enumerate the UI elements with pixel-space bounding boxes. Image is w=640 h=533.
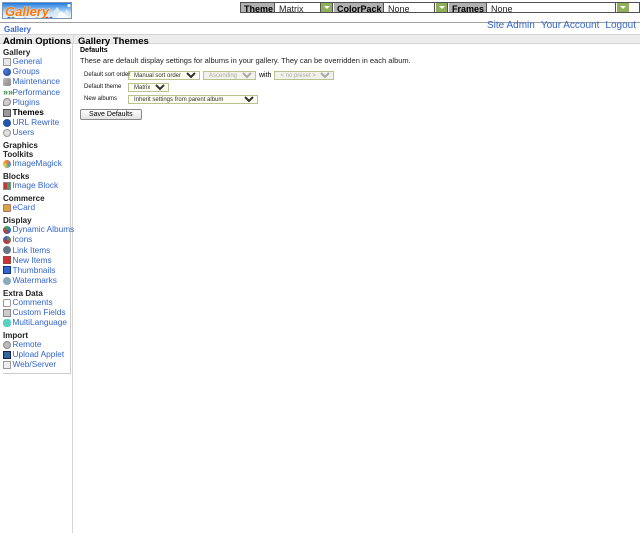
- svg-text:Gallery: Gallery: [5, 4, 50, 19]
